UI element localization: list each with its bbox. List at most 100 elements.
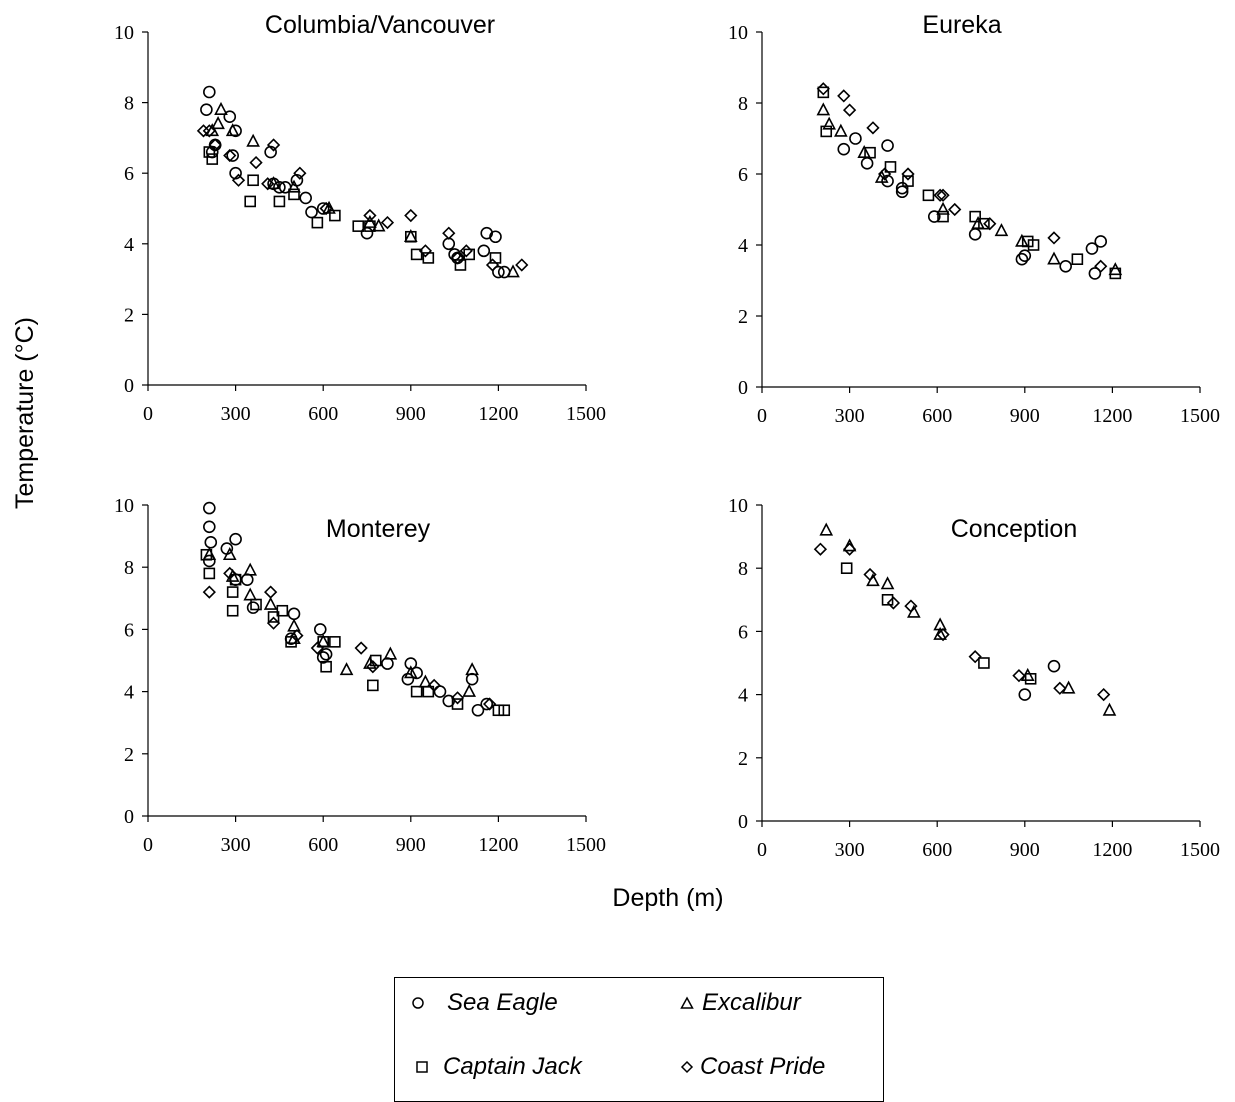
- circle-marker: [203, 85, 216, 99]
- x-tick-label: 900: [1010, 405, 1040, 427]
- square-marker: [285, 636, 297, 648]
- triangle-marker: [1102, 702, 1117, 716]
- legend-label: Captain Jack: [443, 1053, 582, 1080]
- square-marker: [884, 161, 897, 173]
- square-marker: [288, 188, 300, 201]
- circle-marker: [240, 573, 254, 586]
- diamond-marker: [948, 202, 962, 217]
- diamond-marker: [1097, 687, 1111, 702]
- diamond-marker: [901, 167, 915, 181]
- legend-label: Sea Eagle: [447, 989, 558, 1016]
- series-captain-jack: [817, 86, 1122, 280]
- circle-marker: [1047, 659, 1061, 673]
- triangle-marker: [263, 596, 278, 610]
- circle-marker: [1059, 259, 1072, 273]
- square-marker: [317, 636, 330, 648]
- triangle-marker: [243, 562, 258, 576]
- triangle-marker: [857, 144, 872, 158]
- series-coast-pride: [196, 124, 529, 272]
- circle-marker: [299, 191, 312, 205]
- y-tick-label: 10: [728, 495, 748, 517]
- diamond-marker: [293, 166, 307, 180]
- x-tick-label: 300: [221, 834, 251, 856]
- y-tick-label: 8: [738, 558, 748, 580]
- square-marker: [244, 195, 256, 208]
- circle-marker-icon: [412, 997, 424, 1009]
- diamond-marker: [842, 103, 857, 117]
- triangle-marker: [936, 201, 950, 215]
- x-tick-label: 600: [922, 405, 952, 427]
- square-marker: [1021, 235, 1034, 248]
- legend-item-sea-eagle: Sea Eagle: [411, 988, 558, 1018]
- legend-item-excalibur: Excalibur: [680, 988, 801, 1018]
- square-marker: [352, 220, 365, 232]
- circle-marker: [220, 542, 234, 555]
- square-marker: [410, 248, 423, 261]
- diamond-marker: [261, 177, 275, 191]
- diamond-marker: [223, 148, 237, 163]
- panel-conception: 0 2 4 6 8 10 0 300 600 900 1200 1500 Conception: [728, 495, 1220, 861]
- y-tick-label: 4: [124, 682, 134, 704]
- square-marker: [1024, 672, 1037, 685]
- series-captain-jack: [840, 562, 1037, 685]
- panel-title: Columbia/Vancouver: [265, 11, 495, 39]
- circle-marker: [305, 205, 318, 219]
- square-marker: [367, 679, 379, 692]
- square-marker: [978, 657, 990, 669]
- triangle-marker: [266, 176, 281, 190]
- diamond-marker: [380, 215, 395, 230]
- diamond-marker: [983, 217, 997, 231]
- diamond-marker: [878, 167, 892, 181]
- circle-marker: [968, 228, 982, 241]
- circle-marker: [1018, 688, 1032, 701]
- diamond-marker: [483, 697, 497, 711]
- triangle-marker: [834, 123, 848, 137]
- diamond-marker: [266, 138, 281, 152]
- circle-marker: [316, 651, 330, 664]
- y-tick-label: 10: [114, 22, 134, 44]
- square-marker: [200, 548, 213, 561]
- diamond-marker: [264, 585, 278, 599]
- diamond-marker: [842, 542, 857, 556]
- x-tick-label: 900: [396, 403, 426, 425]
- triangle-marker: [462, 683, 477, 697]
- diamond-marker: [249, 155, 263, 170]
- x-tick-label: 0: [757, 405, 767, 427]
- circle-marker: [229, 532, 242, 546]
- square-marker: [311, 216, 324, 229]
- diamond-marker: [404, 208, 418, 223]
- triangle-marker: [363, 655, 377, 669]
- diamond-marker: [196, 124, 211, 138]
- circle-marker: [319, 647, 333, 661]
- diamond-marker: [1053, 681, 1067, 695]
- square-marker: [1071, 253, 1084, 265]
- diamond-marker: [450, 691, 465, 705]
- diamond-marker: [813, 542, 828, 556]
- y-tick-label: 8: [124, 557, 134, 579]
- series-excalibur: [816, 102, 1123, 276]
- circle-marker: [273, 181, 286, 194]
- triangle-marker: [506, 264, 520, 278]
- triangle-marker: [822, 116, 836, 130]
- y-tick-label: 4: [738, 685, 748, 707]
- diamond-marker: [936, 188, 950, 202]
- series-coast-pride: [816, 82, 1108, 273]
- y-tick-label: 0: [124, 806, 134, 828]
- diamond-marker: [459, 244, 473, 258]
- x-tick-label: 1500: [1180, 405, 1220, 427]
- square-marker: [369, 654, 382, 667]
- circle-marker: [287, 607, 301, 621]
- x-tick-label: 0: [143, 403, 153, 425]
- x-tick-label: 900: [396, 834, 426, 856]
- circle-marker: [927, 210, 941, 223]
- square-marker: [267, 611, 280, 623]
- triangle-marker: [1047, 251, 1061, 265]
- circle-marker: [1018, 249, 1032, 262]
- diamond-marker: [427, 678, 441, 693]
- square-marker: [229, 573, 242, 586]
- triangle-marker: [214, 101, 228, 115]
- square-marker: [969, 210, 981, 223]
- circle-marker: [404, 657, 418, 670]
- square-marker: [276, 604, 289, 617]
